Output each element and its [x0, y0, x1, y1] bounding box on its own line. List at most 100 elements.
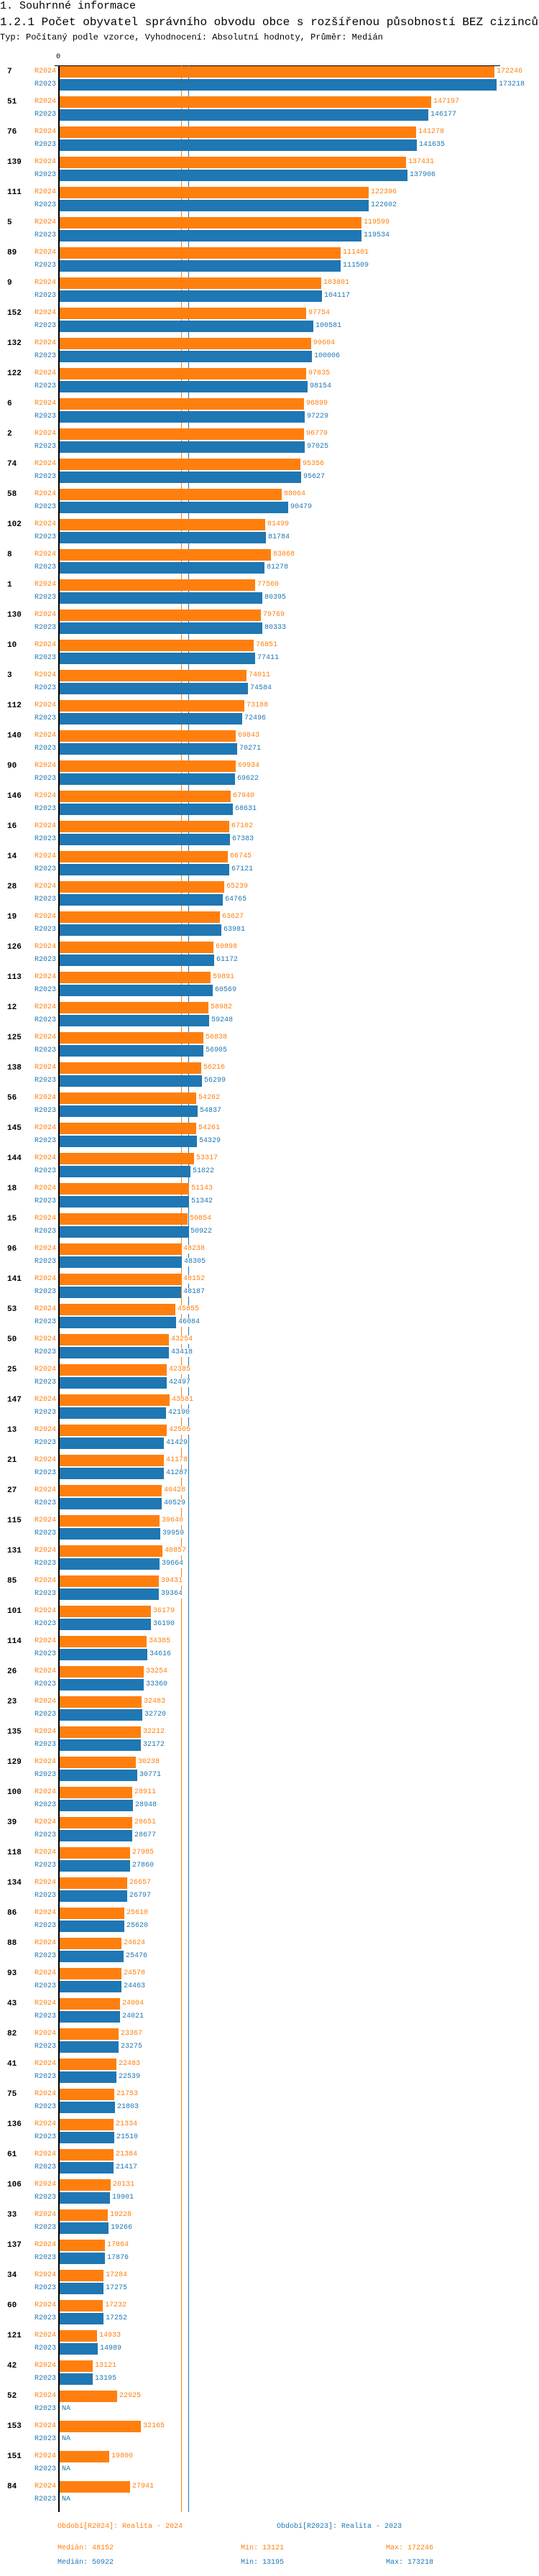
value-label: 119599: [364, 218, 391, 227]
value-label: 54329: [199, 1137, 222, 1146]
bar-r2024: [60, 730, 236, 742]
bar-r2023: [60, 954, 214, 966]
value-label: 48305: [184, 1258, 207, 1266]
bar-r2024: [60, 1183, 189, 1195]
bar-r2024: [60, 66, 494, 78]
category-label: 84: [7, 2483, 17, 2491]
series-label: R2024: [34, 2362, 56, 2370]
bar-r2023: [60, 2283, 103, 2294]
bar-r2024: [60, 1696, 142, 1708]
series-label: R2024: [34, 1728, 56, 1736]
value-label: 45855: [178, 1305, 201, 1314]
series-label: R2024: [34, 490, 56, 498]
bar-r2024: [60, 247, 341, 259]
series-label: R2024: [34, 973, 56, 981]
bar-r2023: [60, 2253, 105, 2264]
bar-r2023: [60, 321, 313, 332]
value-label: 27985: [132, 1849, 155, 1857]
bar-r2024: [60, 398, 304, 410]
value-label: 88064: [284, 490, 307, 499]
series-label: R2024: [34, 1456, 56, 1464]
series-label: R2023: [34, 926, 56, 934]
series-label: R2023: [34, 956, 56, 964]
value-label: 30771: [139, 1771, 162, 1780]
series-label: R2024: [34, 2120, 56, 2128]
bar-r2023: [60, 592, 262, 604]
series-label: R2023: [34, 352, 56, 360]
value-label: 43418: [171, 1348, 194, 1357]
series-label: R2023: [34, 986, 56, 994]
category-label: 118: [7, 1849, 22, 1857]
value-label: 67121: [231, 865, 254, 874]
min-r2024: Min: 13121: [241, 2544, 285, 2552]
series-label: R2023: [34, 1892, 56, 1900]
series-label: R2023: [34, 2012, 56, 2020]
value-label: 39431: [161, 1577, 184, 1586]
series-label: R2024: [34, 218, 56, 226]
value-label: 95356: [303, 460, 326, 469]
series-label: R2023: [34, 171, 56, 179]
bar-r2024: [60, 1274, 181, 1285]
category-label: 51: [7, 98, 17, 106]
x-axis-line: [55, 65, 500, 66]
bar-r2024: [60, 640, 254, 651]
series-label: R2024: [34, 943, 56, 951]
series-label: R2023: [34, 1680, 56, 1688]
value-label: 17252: [106, 2314, 129, 2323]
bar-r2024: [60, 1304, 175, 1315]
category-label: 136: [7, 2120, 22, 2129]
bar-r2023: [60, 2192, 110, 2204]
category-label: 27: [7, 1486, 17, 1495]
category-label: 152: [7, 309, 22, 318]
series-label: R2024: [34, 520, 56, 528]
value-label: 28948: [135, 1801, 158, 1810]
bar-r2023: [60, 472, 301, 483]
series-label: R2024: [34, 1969, 56, 1977]
series-label: R2023: [34, 413, 56, 420]
bar-r2023: [60, 1860, 130, 1872]
value-label: 39959: [162, 1530, 185, 1538]
series-label: R2024: [34, 1124, 56, 1132]
value-label: 32483: [144, 1698, 167, 1706]
bar-r2023: [60, 562, 264, 574]
series-label: R2024: [34, 671, 56, 679]
value-label: 51342: [191, 1197, 214, 1206]
series-label: R2024: [34, 1788, 56, 1796]
series-label: R2024: [34, 1818, 56, 1826]
series-label: R2023: [34, 262, 56, 270]
category-label: 60: [7, 2301, 17, 2310]
category-label: 74: [7, 460, 17, 469]
value-label: 32165: [143, 2422, 166, 2431]
bar-r2023: [60, 1287, 181, 1298]
value-label: 76851: [256, 641, 279, 650]
value-label: 141635: [419, 141, 446, 150]
series-label: R2024: [34, 551, 56, 558]
value-label: 56216: [203, 1064, 226, 1072]
series-label: R2023: [34, 1771, 56, 1779]
bar-r2023: [60, 1679, 144, 1690]
max-r2024: Max: 172246: [386, 2544, 434, 2552]
series-label: R2023: [34, 1409, 56, 1417]
series-label: R2024: [34, 1215, 56, 1223]
category-label: 131: [7, 1547, 22, 1555]
bar-r2023: [60, 170, 407, 181]
category-label: 102: [7, 520, 22, 529]
series-label: R2023: [34, 80, 56, 88]
bar-r2024: [60, 2179, 111, 2191]
bar-r2023: [60, 2011, 120, 2023]
bar-r2023: [60, 441, 305, 453]
value-label: 19901: [112, 2194, 135, 2202]
bar-r2023: [60, 773, 235, 785]
value-label: 13195: [95, 2375, 118, 2383]
series-label: R2023: [34, 1379, 56, 1386]
value-label: 22483: [119, 2060, 142, 2069]
value-label: 97835: [308, 369, 331, 378]
bar-r2023: [60, 260, 341, 272]
value-label: 59891: [213, 973, 236, 982]
bar-r2024: [60, 2360, 93, 2372]
series-label: R2023: [34, 1862, 56, 1869]
bar-r2023: [60, 1347, 169, 1358]
bar-r2023: [60, 713, 242, 724]
category-label: 141: [7, 1275, 22, 1284]
series-label: R2024: [34, 1668, 56, 1675]
